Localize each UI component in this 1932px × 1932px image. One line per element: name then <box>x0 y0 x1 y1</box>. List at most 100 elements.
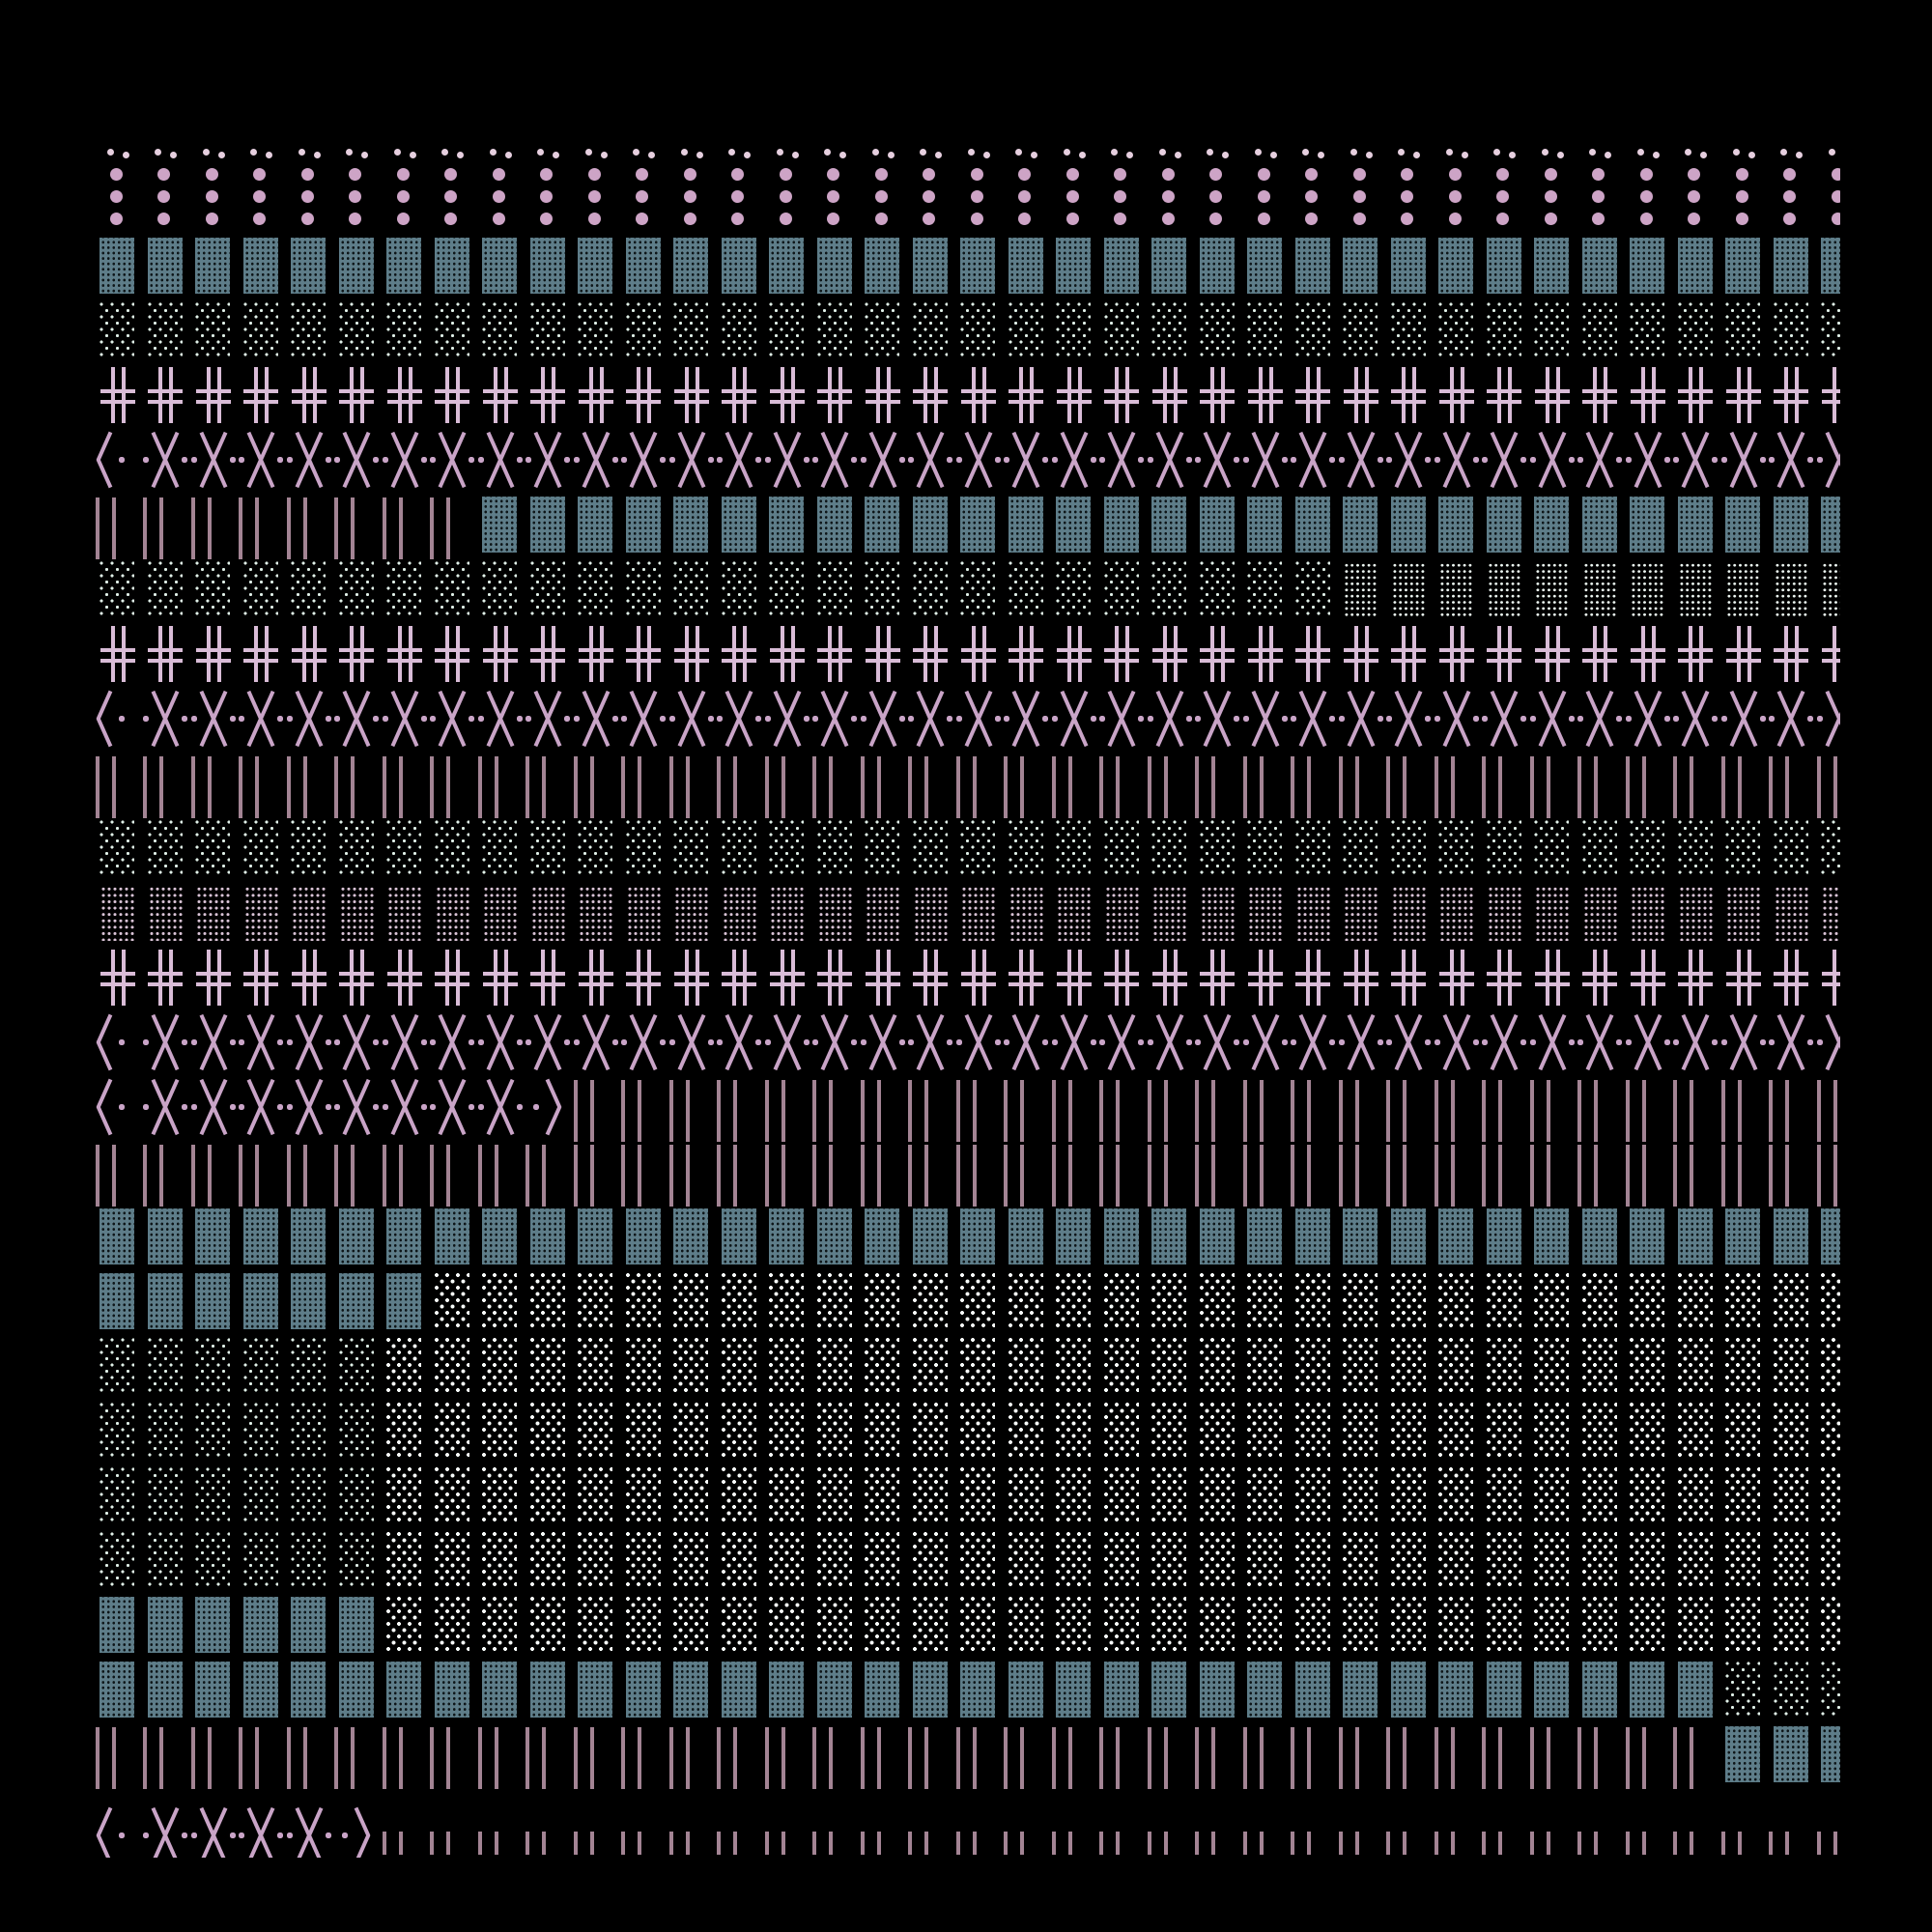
teal-rect-motif <box>1097 1208 1146 1266</box>
lines-motif <box>1146 1725 1194 1789</box>
teal-rect-motif <box>476 1208 525 1266</box>
teal-rect-motif <box>1241 238 1290 296</box>
plus-motif <box>619 625 668 683</box>
sparse-dim-motif <box>859 560 907 618</box>
sparse-bright-motif <box>524 1272 572 1330</box>
sparse-bright-motif <box>524 1402 572 1460</box>
lines-motif <box>1241 754 1290 818</box>
lines-motif <box>428 496 476 559</box>
lines-motif <box>1480 1078 1528 1142</box>
sparse-bright-motif <box>1815 1402 1840 1460</box>
teal-rect-motif <box>237 1662 285 1719</box>
lines-motif <box>1337 1078 1385 1142</box>
x-motif <box>188 431 237 489</box>
plus-motif <box>1193 366 1241 424</box>
teal-rect-motif <box>1241 1662 1290 1719</box>
sparse-dim-motif <box>1671 301 1719 359</box>
teal-rect-motif <box>715 1662 763 1719</box>
teal-rect-motif <box>285 238 333 296</box>
teal-rect-motif <box>810 1208 859 1266</box>
lines-motif <box>1719 1143 1768 1207</box>
x-motif <box>1767 690 1815 748</box>
teal-rect-motif <box>1241 1208 1290 1266</box>
lines-motif <box>763 1143 811 1207</box>
plus-motif <box>285 949 333 1007</box>
stub-motif <box>1719 1806 1768 1858</box>
sparse-bright-motif <box>619 1272 668 1330</box>
sparse-bright-motif <box>1337 1337 1385 1395</box>
teal-rect-motif <box>1767 238 1815 296</box>
lines-motif <box>1480 1143 1528 1207</box>
sparse-bright-motif <box>859 1402 907 1460</box>
lines-motif <box>1433 1143 1481 1207</box>
sparse-dim-motif <box>332 1466 381 1524</box>
sparse-bright-motif <box>1767 1596 1815 1654</box>
sparse-dim-motif <box>285 1402 333 1460</box>
plus-motif <box>1624 949 1672 1007</box>
pattern-band-3 <box>0 301 1840 359</box>
teal-rect-motif <box>1624 238 1672 296</box>
teal-rect-motif <box>1097 238 1146 296</box>
sparse-bright-motif <box>954 1337 1003 1395</box>
dot-column-motif <box>810 143 859 227</box>
pink-rect-motif <box>1193 884 1241 942</box>
sparse-bright-motif <box>524 1531 572 1589</box>
plus-motif <box>285 625 333 683</box>
teal-rect-motif <box>1671 497 1719 554</box>
sparse-bright-motif <box>428 1402 476 1460</box>
teal-rect-motif <box>572 238 620 296</box>
lines-motif <box>1815 1078 1841 1142</box>
x-motif <box>1623 431 1671 489</box>
stub-motif <box>1050 1806 1098 1858</box>
sparse-bright-motif <box>1146 1466 1194 1524</box>
lines-motif <box>285 496 333 559</box>
plus-motif <box>1002 625 1050 683</box>
teal-rect-motif <box>141 1208 189 1266</box>
dot-column-motif <box>285 143 333 227</box>
x-motif <box>524 1013 572 1071</box>
sparse-bright-motif <box>859 1272 907 1330</box>
teal-rect-motif <box>906 238 954 296</box>
dot-column-motif <box>237 143 285 227</box>
plus-motif <box>668 366 716 424</box>
x-motif <box>571 431 619 489</box>
sparse-dense-motif <box>1576 560 1624 618</box>
teal-rect-motif <box>94 1662 142 1719</box>
plus-motif <box>1433 625 1481 683</box>
plus-motif <box>906 949 954 1007</box>
sparse-dim-motif <box>810 301 859 359</box>
pattern-band-12 <box>0 884 1840 942</box>
plus-motif <box>1193 625 1241 683</box>
sparse-dim-motif <box>476 301 525 359</box>
sparse-dim-motif <box>1719 301 1768 359</box>
lines-motif <box>763 1078 811 1142</box>
teal-rect-motif <box>1815 1208 1840 1266</box>
sparse-bright-motif <box>1337 1531 1385 1589</box>
sparse-bright-motif <box>859 1531 907 1589</box>
stub-motif <box>954 1806 1003 1858</box>
x-motif <box>237 1078 285 1136</box>
teal-rect-motif <box>1671 1208 1719 1266</box>
lines-motif <box>1384 1078 1433 1142</box>
sparse-bright-motif <box>1097 1596 1146 1654</box>
teal-rect-motif <box>1576 1208 1624 1266</box>
x-motif <box>1384 690 1433 748</box>
lines-motif <box>1624 1725 1672 1789</box>
sparse-bright-motif <box>1815 1466 1840 1524</box>
plus-motif <box>1671 949 1719 1007</box>
sparse-dim-motif <box>1624 819 1672 877</box>
sparse-bright-motif <box>1050 1272 1098 1330</box>
teal-rect-motif <box>428 1662 476 1719</box>
lines-motif <box>1050 1143 1098 1207</box>
plus-motif <box>954 625 1003 683</box>
dot-column-motif <box>572 143 620 227</box>
sparse-dim-motif <box>1480 819 1528 877</box>
stub-motif <box>1767 1806 1815 1858</box>
dot-column-motif <box>1719 143 1768 227</box>
sparse-dim-motif <box>1433 819 1481 877</box>
teal-rect-motif <box>1146 238 1194 296</box>
teal-rect-motif <box>954 1662 1003 1719</box>
x-motif <box>953 690 1002 748</box>
x-motif <box>1002 1013 1050 1071</box>
pattern-band-1 <box>0 143 1840 227</box>
